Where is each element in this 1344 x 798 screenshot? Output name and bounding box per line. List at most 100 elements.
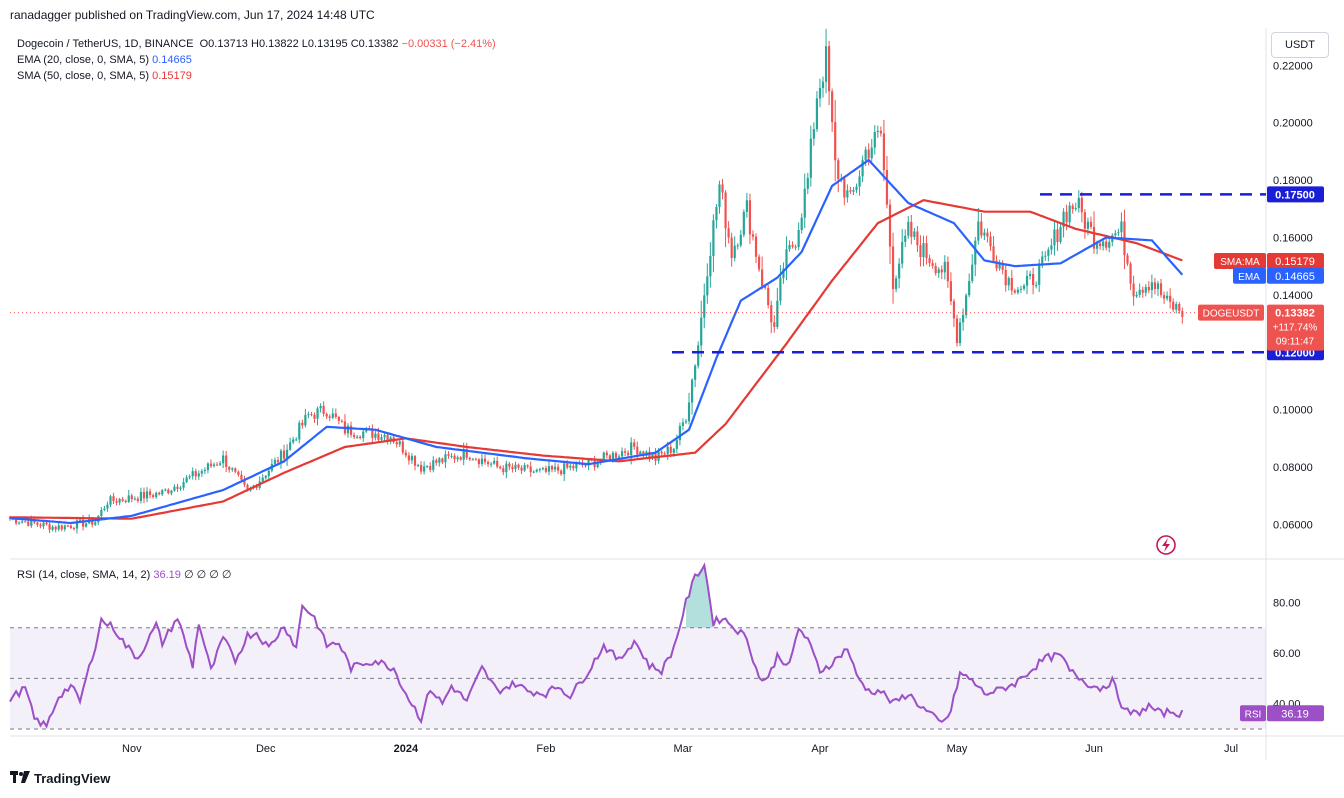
candle-body [712, 220, 715, 256]
candle-body [139, 491, 143, 501]
sma-price-tag [1267, 253, 1324, 270]
candle-body [30, 519, 33, 526]
candle-body [1059, 227, 1062, 242]
candle-body [176, 486, 179, 489]
ohlc-close: C0.13382 [350, 38, 399, 50]
candle-body [852, 189, 855, 192]
candle-body [751, 234, 755, 237]
candle-body [346, 425, 350, 434]
candle-body [998, 263, 1001, 269]
candle-body [276, 459, 280, 463]
candle-body [992, 246, 995, 261]
candle-body [514, 464, 517, 469]
candle-body [678, 425, 681, 441]
x-tick-label: May [947, 743, 968, 755]
candle-body [834, 122, 837, 161]
candle-body [215, 464, 219, 466]
candle-body [212, 464, 216, 467]
candle-body [413, 456, 417, 466]
candle-body [295, 439, 298, 441]
candle-body [1117, 232, 1120, 234]
candle-body [937, 269, 940, 274]
candle-body [459, 457, 462, 460]
candle-body [185, 477, 188, 483]
candle-body [85, 523, 88, 527]
candle-body [109, 496, 112, 505]
tradingview-logo[interactable]: TradingView [10, 771, 110, 786]
candle-body [764, 286, 767, 289]
candle-body [569, 465, 572, 468]
candle-body [133, 498, 136, 500]
candle-body [200, 471, 203, 474]
candle-body [337, 416, 340, 421]
candle-body [359, 436, 362, 438]
tradingview-brand: TradingView [34, 771, 111, 786]
candle-body [1120, 221, 1123, 233]
candle-body [587, 459, 590, 466]
candle-body [222, 455, 225, 464]
candle-body [1065, 211, 1068, 223]
candle-body [684, 421, 688, 423]
candle-body [1162, 295, 1166, 299]
lightning-bolt-icon [1162, 538, 1170, 552]
x-tick-label: Feb [536, 743, 555, 755]
candle-body [949, 281, 953, 302]
candle-body [136, 498, 139, 501]
rsi-line [9, 562, 1184, 729]
candle-body [940, 269, 943, 273]
candle-body [961, 314, 965, 323]
candle-body [273, 459, 277, 464]
candle-body [112, 496, 115, 502]
candle-body [526, 465, 529, 467]
candle-body [931, 263, 934, 267]
rsi-tag [1240, 705, 1266, 722]
candle-body [462, 449, 465, 460]
y-tick-label: 0.10000 [1273, 405, 1313, 417]
candle-body [873, 132, 876, 148]
candle-body [885, 170, 889, 205]
candle-body [983, 232, 986, 236]
candle-body [18, 522, 21, 524]
candle-body [864, 149, 867, 161]
candle-body [1114, 233, 1117, 236]
ema-legend-label: EMA (20, close, 0, SMA, 5) [17, 54, 150, 66]
candle-body [51, 526, 54, 530]
candle-body [127, 495, 130, 503]
candle-body [706, 276, 709, 296]
candle-body [837, 160, 840, 180]
candle-body [203, 469, 206, 472]
candle-body [1089, 221, 1093, 227]
candle-body [423, 466, 426, 472]
candle-body [968, 280, 971, 296]
candle-body [742, 211, 745, 235]
candle-body [614, 452, 618, 458]
candle-body [1166, 295, 1169, 299]
candle-body [1141, 289, 1144, 293]
candle-body [1062, 211, 1065, 228]
candle-body [14, 518, 18, 524]
candle-body [785, 249, 788, 269]
candle-body [794, 246, 797, 248]
sma-legend-label: SMA (50, close, 0, SMA, 5) [17, 70, 150, 82]
candle-body [1099, 243, 1102, 247]
candle-body [1102, 241, 1105, 247]
candle-body [100, 509, 103, 517]
candle-body [617, 456, 621, 458]
sma-legend-value: 0.15179 [152, 70, 192, 82]
candle-body [486, 462, 490, 465]
ohlc-low: L0.13195 [301, 38, 348, 50]
candle-body [715, 206, 718, 221]
candle-body [1001, 263, 1004, 270]
chart-legend: Dogecoin / TetherUS, 1D, BINANCE O0.1371… [17, 36, 496, 84]
candle-body [952, 301, 956, 319]
candle-body [27, 521, 30, 526]
candle-body [243, 479, 246, 485]
candle-body [1095, 243, 1099, 249]
candle-body [398, 441, 401, 445]
candle-body [1056, 229, 1059, 242]
currency-button[interactable]: USDT [1271, 32, 1329, 58]
ema-price-tag [1267, 267, 1324, 284]
candle-body [891, 246, 895, 290]
candle-body [121, 499, 124, 501]
